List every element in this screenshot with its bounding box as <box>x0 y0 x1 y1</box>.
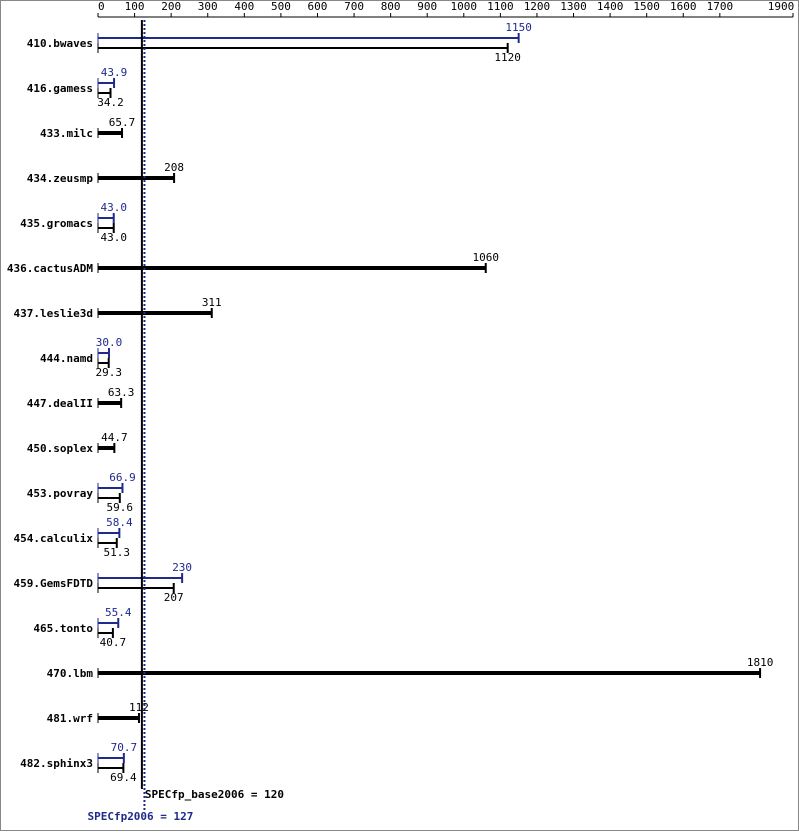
benchmark-label: 481.wrf <box>47 712 93 725</box>
x-tick-label: 200 <box>161 0 181 13</box>
benchmark-label: 435.gromacs <box>20 217 93 230</box>
x-tick-label: 1500 <box>633 0 660 13</box>
benchmark-label: 459.GemsFDTD <box>14 577 94 590</box>
benchmark-label: 447.dealII <box>27 397 93 410</box>
x-tick-label: 0 <box>98 0 105 13</box>
benchmark-label: 454.calculix <box>14 532 94 545</box>
value-label: 43.0 <box>100 231 127 244</box>
value-label: 70.7 <box>111 741 138 754</box>
x-tick-label: 900 <box>417 0 437 13</box>
x-tick-label: 1900 <box>768 0 795 13</box>
value-label: 55.4 <box>105 606 132 619</box>
x-tick-label: 1400 <box>597 0 624 13</box>
value-label: 58.4 <box>106 516 133 529</box>
benchmark-label: 444.namd <box>40 352 93 365</box>
benchmark-label: 437.leslie3d <box>14 307 93 320</box>
benchmark-label: 436.cactusADM <box>7 262 93 275</box>
x-tick-label: 1600 <box>670 0 697 13</box>
benchmark-label: 416.gamess <box>27 82 93 95</box>
value-label: 30.0 <box>96 336 123 349</box>
benchmark-label: 482.sphinx3 <box>20 757 93 770</box>
value-label: 1060 <box>472 251 499 264</box>
value-label: 1120 <box>494 51 521 64</box>
value-label: 34.2 <box>97 96 124 109</box>
value-label: 51.3 <box>104 546 131 559</box>
value-label: 29.3 <box>95 366 122 379</box>
x-tick-label: 800 <box>381 0 401 13</box>
reference-label: SPECfp2006 = 127 <box>87 810 193 823</box>
benchmark-label: 465.tonto <box>33 622 93 635</box>
x-tick-label: 1100 <box>487 0 514 13</box>
x-tick-label: 100 <box>125 0 145 13</box>
value-label: 59.6 <box>107 501 134 514</box>
benchmark-label: 453.povray <box>27 487 94 500</box>
value-label: 208 <box>164 161 184 174</box>
x-tick-label: 700 <box>344 0 364 13</box>
reference-label: SPECfp_base2006 = 120 <box>145 788 284 801</box>
value-label: 112 <box>129 701 149 714</box>
x-tick-label: 1300 <box>560 0 587 13</box>
value-label: 43.0 <box>100 201 127 214</box>
value-label: 43.9 <box>101 66 128 79</box>
x-tick-label: 400 <box>234 0 254 13</box>
value-label: 207 <box>164 591 184 604</box>
x-tick-label: 300 <box>198 0 218 13</box>
x-tick-label: 1000 <box>451 0 478 13</box>
value-label: 230 <box>172 561 192 574</box>
value-label: 1150 <box>505 21 532 34</box>
value-label: 311 <box>202 296 222 309</box>
value-label: 1810 <box>747 656 774 669</box>
benchmark-label: 470.lbm <box>47 667 94 680</box>
benchmark-label: 433.milc <box>40 127 93 140</box>
value-label: 69.4 <box>110 771 137 784</box>
value-label: 63.3 <box>108 386 135 399</box>
x-tick-label: 600 <box>308 0 328 13</box>
benchmark-label: 410.bwaves <box>27 37 93 50</box>
x-tick-label: 500 <box>271 0 291 13</box>
benchmark-label: 434.zeusmp <box>27 172 94 185</box>
value-label: 40.7 <box>100 636 127 649</box>
benchmark-label: 450.soplex <box>27 442 94 455</box>
x-tick-label: 1200 <box>524 0 551 13</box>
value-label: 66.9 <box>109 471 136 484</box>
value-label: 65.7 <box>109 116 136 129</box>
value-label: 44.7 <box>101 431 128 444</box>
x-tick-label: 1700 <box>707 0 734 13</box>
